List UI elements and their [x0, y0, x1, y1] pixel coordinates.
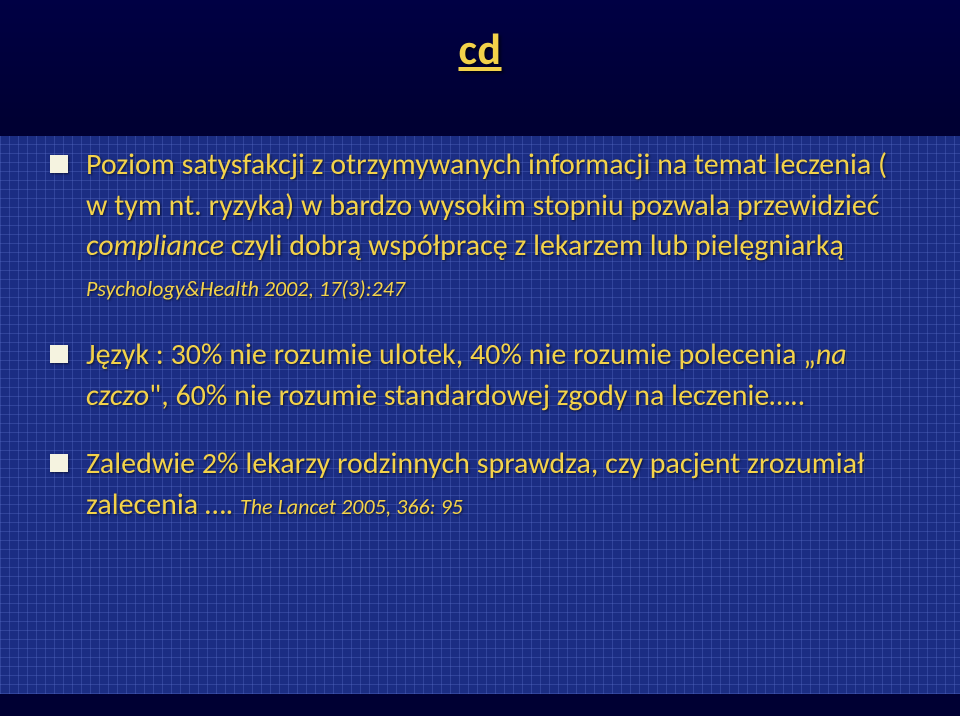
bullet-text: Zaledwie 2% lekarzy rodzinnych sprawdza,… — [86, 444, 910, 525]
citation: Psychology&Health 2002, 17(3):247 — [86, 275, 405, 302]
bullet-text: Poziom satysfakcji z otrzymywanych infor… — [86, 145, 910, 307]
body: Poziom satysfakcji z otrzymywanych infor… — [50, 145, 910, 553]
text-italic: compliance — [86, 227, 224, 264]
text-segment: Poziom satysfakcji z otrzymywanych infor… — [86, 146, 887, 224]
square-bullet-icon — [50, 345, 68, 363]
bullet-text: Język : 30% nie rozumie ulotek, 40% nie … — [86, 335, 910, 416]
text-segment: Zaledwie 2% lekarzy rodzinnych sprawdza,… — [86, 445, 864, 523]
text-segment: ", 60% nie rozumie standardowej zgody na… — [149, 377, 805, 414]
slide-title: cd — [0, 22, 960, 76]
bullet-item: Zaledwie 2% lekarzy rodzinnych sprawdza,… — [50, 444, 910, 525]
text-segment: czyli dobrą współpracę z lekarzem lub pi… — [224, 227, 844, 264]
text-segment: Język : 30% nie rozumie ulotek, 40% nie … — [86, 336, 816, 373]
slide: cd Poziom satysfakcji z otrzymywanych in… — [0, 0, 960, 716]
square-bullet-icon — [50, 454, 68, 472]
citation: The Lancet 2005, 366: 95 — [240, 493, 463, 520]
bullet-item: Poziom satysfakcji z otrzymywanych infor… — [50, 145, 910, 307]
bullet-item: Język : 30% nie rozumie ulotek, 40% nie … — [50, 335, 910, 416]
square-bullet-icon — [50, 155, 68, 173]
